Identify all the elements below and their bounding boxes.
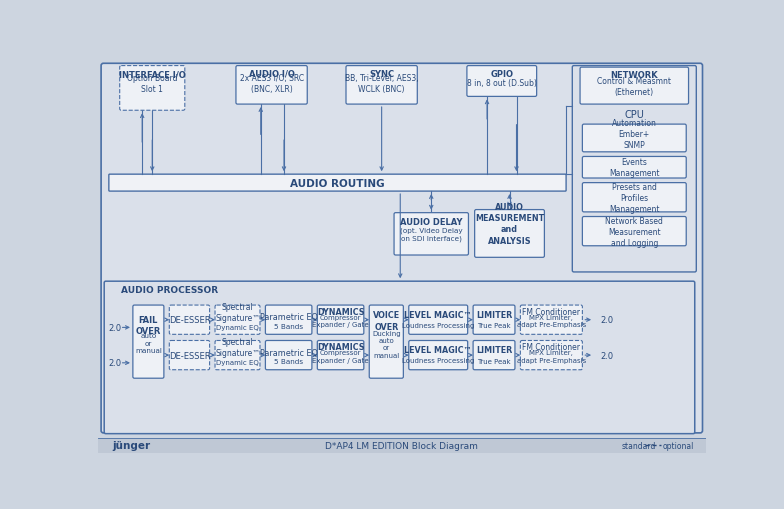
FancyBboxPatch shape (572, 67, 696, 272)
FancyBboxPatch shape (346, 67, 417, 105)
FancyBboxPatch shape (109, 175, 566, 192)
FancyBboxPatch shape (473, 341, 515, 370)
FancyBboxPatch shape (467, 67, 537, 97)
Text: auto
or
manual: auto or manual (135, 333, 162, 354)
FancyBboxPatch shape (394, 213, 469, 256)
FancyBboxPatch shape (369, 305, 403, 379)
Text: Events
Management: Events Management (609, 158, 659, 178)
Text: Parametric EQ: Parametric EQ (260, 313, 318, 322)
Text: Network Based
Measurement
and Logging: Network Based Measurement and Logging (605, 216, 663, 247)
Text: DYNAMICS: DYNAMICS (317, 343, 365, 351)
Text: GPIO: GPIO (490, 70, 514, 78)
Text: 2.0: 2.0 (108, 323, 122, 332)
FancyBboxPatch shape (101, 64, 702, 433)
Text: auto
or
manual: auto or manual (373, 337, 399, 358)
FancyBboxPatch shape (215, 341, 260, 370)
Text: DYNAMICS: DYNAMICS (317, 307, 365, 316)
Text: D*AP4 LM EDITION Block Diagram: D*AP4 LM EDITION Block Diagram (325, 441, 478, 450)
Text: DE-ESSER: DE-ESSER (169, 351, 210, 360)
FancyBboxPatch shape (521, 305, 583, 334)
Text: LIMITER: LIMITER (476, 310, 512, 319)
Text: 5 Bands: 5 Bands (274, 358, 303, 364)
Text: MPX Limiter,
adapt Pre-Emphasis: MPX Limiter, adapt Pre-Emphasis (517, 314, 586, 328)
Text: Loudness Processing: Loudness Processing (402, 322, 474, 328)
FancyBboxPatch shape (169, 305, 209, 334)
FancyBboxPatch shape (521, 341, 583, 370)
Text: Dynamic EQ: Dynamic EQ (216, 324, 259, 330)
Text: LEVEL MAGIC™: LEVEL MAGIC™ (405, 310, 472, 319)
Text: FAIL
OVER: FAIL OVER (136, 316, 161, 335)
Text: BB, Tri-Level, AES3,
WCLK (BNC): BB, Tri-Level, AES3, WCLK (BNC) (345, 74, 419, 94)
FancyBboxPatch shape (583, 157, 686, 179)
Text: Spectral
Signature™: Spectral Signature™ (215, 337, 260, 358)
Text: AUDIO ROUTING: AUDIO ROUTING (290, 178, 385, 188)
Text: 2.0: 2.0 (108, 359, 122, 367)
FancyBboxPatch shape (408, 341, 468, 370)
Text: FM Conditioner: FM Conditioner (522, 343, 580, 351)
FancyBboxPatch shape (120, 67, 185, 111)
Text: CPU: CPU (624, 110, 644, 120)
FancyBboxPatch shape (169, 341, 209, 370)
Text: Control & Measmnt
(Ethernet): Control & Measmnt (Ethernet) (597, 76, 671, 97)
FancyBboxPatch shape (474, 210, 544, 258)
FancyBboxPatch shape (104, 281, 695, 434)
FancyBboxPatch shape (408, 305, 468, 334)
FancyBboxPatch shape (236, 67, 307, 105)
Text: Presets and
Profiles
Management: Presets and Profiles Management (609, 182, 659, 213)
Text: 5 Bands: 5 Bands (274, 323, 303, 329)
FancyBboxPatch shape (473, 305, 515, 334)
FancyBboxPatch shape (583, 183, 686, 212)
Text: Ducking: Ducking (372, 330, 401, 336)
Text: VOICE
OVER: VOICE OVER (372, 311, 400, 331)
Text: (opt. Video Delay
on SDI Interface): (opt. Video Delay on SDI Interface) (400, 228, 463, 242)
Text: LEVEL MAGIC™: LEVEL MAGIC™ (405, 346, 472, 355)
Text: Compressor
Expander / Gate: Compressor Expander / Gate (312, 314, 369, 328)
Text: Parametric EQ: Parametric EQ (260, 348, 318, 357)
FancyBboxPatch shape (215, 305, 260, 334)
Text: Dynamic EQ: Dynamic EQ (216, 359, 259, 365)
Text: FM Conditioner: FM Conditioner (522, 307, 580, 316)
Text: jünger: jünger (112, 440, 150, 450)
Text: INTERFACE I/O: INTERFACE I/O (119, 70, 186, 79)
Text: NETWORK: NETWORK (611, 71, 658, 80)
Text: 8 in, 8 out (D.Sub): 8 in, 8 out (D.Sub) (466, 79, 537, 88)
Text: Loudness Processing: Loudness Processing (402, 358, 474, 364)
Text: MPX Limiter,
adapt Pre-Emphasis: MPX Limiter, adapt Pre-Emphasis (517, 350, 586, 363)
Text: True Peak: True Peak (477, 358, 511, 364)
FancyBboxPatch shape (318, 305, 364, 334)
FancyBboxPatch shape (266, 305, 312, 334)
Text: optional: optional (663, 441, 695, 450)
Text: 2.0: 2.0 (601, 351, 613, 360)
Text: Automation
Ember+
SNMP: Automation Ember+ SNMP (612, 119, 657, 150)
FancyBboxPatch shape (318, 341, 364, 370)
Text: AUDIO
MEASUREMENT
and
ANALYSIS: AUDIO MEASUREMENT and ANALYSIS (475, 203, 544, 245)
Bar (98, 438, 706, 453)
FancyBboxPatch shape (132, 305, 164, 379)
Text: standard: standard (622, 441, 656, 450)
Text: AUDIO PROCESSOR: AUDIO PROCESSOR (122, 286, 219, 295)
Text: Option Board
Slot 1: Option Board Slot 1 (127, 74, 177, 94)
Text: AUDIO DELAY: AUDIO DELAY (400, 218, 463, 227)
Text: 2x AES3 I/O, SRC
(BNC, XLR): 2x AES3 I/O, SRC (BNC, XLR) (240, 74, 303, 94)
FancyBboxPatch shape (580, 68, 688, 105)
Text: 2.0: 2.0 (601, 316, 613, 325)
Text: DE-ESSER: DE-ESSER (169, 316, 210, 325)
Text: Compressor
Expander / Gate: Compressor Expander / Gate (312, 350, 369, 363)
Text: True Peak: True Peak (477, 322, 511, 328)
FancyBboxPatch shape (583, 125, 686, 153)
FancyBboxPatch shape (266, 341, 312, 370)
Text: AUDIO I/O: AUDIO I/O (249, 70, 295, 78)
Text: SYNC: SYNC (369, 70, 394, 78)
Text: LIMITER: LIMITER (476, 346, 512, 355)
Text: Spectral
Signature™: Spectral Signature™ (215, 302, 260, 322)
FancyBboxPatch shape (583, 217, 686, 246)
